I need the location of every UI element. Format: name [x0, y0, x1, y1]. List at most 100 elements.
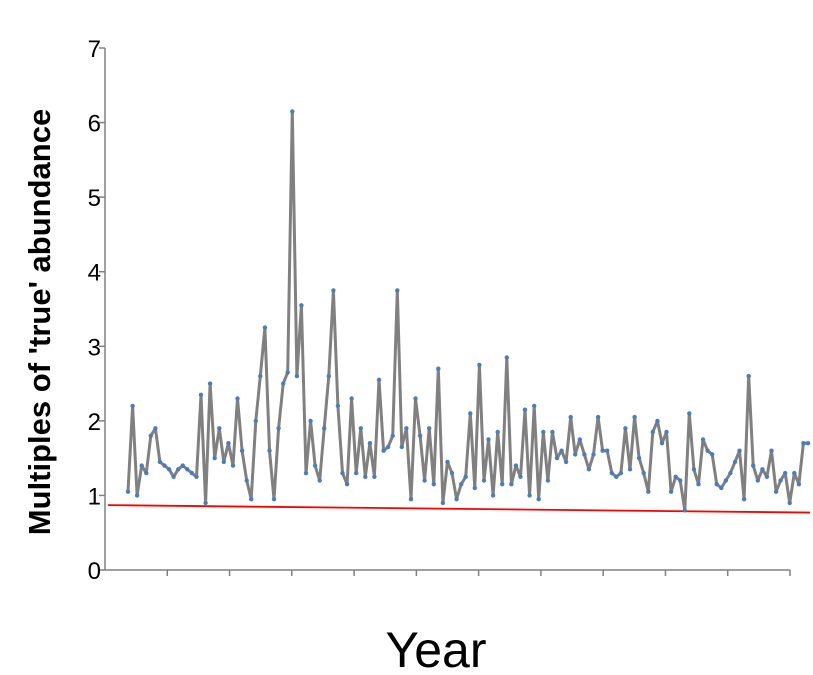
- data-point: [303, 470, 309, 476]
- data-point: [162, 463, 167, 468]
- data-point: [668, 489, 674, 494]
- data-point: [399, 444, 404, 450]
- data-point: [134, 493, 140, 498]
- data-point: [673, 474, 678, 479]
- y-tick-label: 2: [88, 409, 101, 436]
- data-point: [678, 478, 683, 483]
- data-point: [404, 426, 409, 431]
- data-point: [641, 470, 646, 476]
- data-point: [285, 370, 290, 375]
- data-point: [221, 459, 226, 465]
- data-point: [541, 429, 546, 435]
- data-point: [212, 455, 217, 461]
- data-point: [436, 366, 441, 371]
- data-point: [664, 429, 669, 435]
- data-point: [646, 489, 651, 494]
- data-point: [486, 437, 491, 442]
- data-point: [518, 474, 523, 479]
- data-point: [682, 508, 687, 513]
- y-tick-label: 3: [88, 334, 101, 361]
- data-point: [481, 478, 487, 483]
- data-point: [226, 441, 231, 446]
- data-point: [281, 381, 286, 386]
- data-point: [751, 463, 756, 468]
- data-point: [358, 426, 363, 431]
- data-point: [203, 500, 208, 506]
- data-point: [189, 470, 195, 476]
- y-tick-label: 0: [88, 558, 101, 585]
- data-point: [710, 452, 715, 457]
- data-point: [130, 403, 135, 409]
- data-point: [792, 470, 797, 476]
- data-point: [490, 493, 496, 498]
- data-point: [253, 418, 258, 424]
- data-point: [454, 497, 459, 502]
- data-point: [573, 452, 578, 457]
- data-point: [728, 470, 733, 476]
- data-point: [363, 474, 368, 479]
- data-point: [741, 497, 747, 502]
- data-point: [655, 418, 660, 424]
- data-point: [691, 467, 697, 472]
- data-point: [659, 441, 665, 446]
- data-point: [354, 470, 359, 476]
- data-point: [627, 467, 633, 472]
- data-point: [207, 381, 213, 386]
- data-point: [746, 373, 751, 379]
- data-point: [468, 411, 473, 416]
- data-point: [262, 325, 268, 330]
- data-point: [317, 478, 322, 483]
- data-point: [563, 459, 569, 465]
- data-point: [322, 426, 327, 431]
- data-point: [422, 478, 427, 483]
- data-point: [445, 459, 450, 465]
- data-point: [395, 288, 400, 293]
- data-point: [568, 414, 573, 420]
- data-point: [312, 463, 318, 468]
- data-point: [239, 448, 245, 453]
- data-point: [591, 452, 596, 457]
- data-point: [258, 373, 263, 379]
- data-point: [595, 414, 601, 420]
- data-point: [801, 441, 806, 446]
- data-point: [139, 463, 144, 468]
- data-point: [623, 426, 628, 431]
- data-point: [344, 482, 350, 487]
- data-point: [308, 418, 313, 424]
- data-point: [559, 448, 564, 453]
- data-point: [764, 474, 770, 479]
- data-point: [376, 377, 382, 382]
- axes: [104, 48, 790, 571]
- data-point: [495, 429, 500, 435]
- data-point: [408, 497, 414, 502]
- y-axis-label: Multiples of 'true' abundance: [22, 109, 57, 535]
- data-point: [276, 426, 281, 431]
- y-tick-label: 7: [88, 36, 101, 63]
- data-point: [331, 288, 336, 293]
- data-point: [504, 355, 509, 360]
- data-point: [217, 426, 222, 431]
- data-point: [586, 467, 592, 472]
- y-tick-label: 5: [88, 185, 101, 212]
- data-point: [760, 467, 765, 472]
- data-point: [440, 500, 446, 506]
- data-point: [687, 411, 692, 416]
- data-point: [249, 497, 254, 502]
- data-point: [390, 433, 395, 438]
- data-point: [381, 448, 386, 453]
- data-point: [349, 396, 354, 401]
- data-point: [417, 433, 423, 438]
- data-point: [477, 362, 482, 368]
- data-point: [157, 459, 163, 465]
- data-point: [459, 482, 464, 487]
- data-point: [696, 482, 701, 487]
- data-point: [783, 470, 788, 476]
- data-point: [705, 448, 710, 453]
- data-point: [171, 474, 176, 479]
- x-axis-label: Year: [385, 622, 486, 675]
- data-point: [144, 470, 149, 476]
- data-point: [805, 441, 811, 446]
- data-point: [472, 485, 477, 491]
- data-point: [198, 392, 204, 397]
- series-line: [126, 109, 808, 512]
